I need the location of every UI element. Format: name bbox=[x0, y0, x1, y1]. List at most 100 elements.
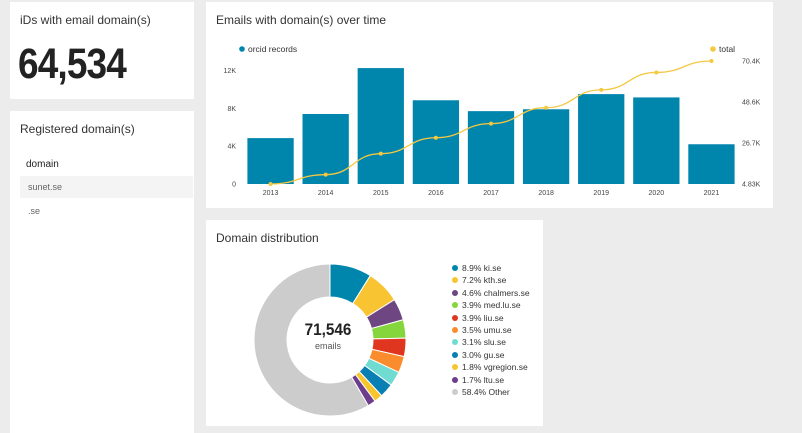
line-point[interactable] bbox=[433, 135, 438, 140]
legend-label: ki.se bbox=[481, 263, 502, 273]
legend-percent: 8.9% bbox=[462, 263, 482, 273]
legend-item[interactable]: 58.4% Other bbox=[452, 386, 530, 398]
legend-marker bbox=[452, 351, 458, 358]
legend-percent: 3.9% bbox=[462, 300, 482, 311]
registered-domains-card: Registered domain(s) domain sunet.se .se bbox=[10, 111, 194, 433]
kpi-value: 64,534 bbox=[18, 40, 127, 88]
legend-item[interactable]: 7.2% kth.se bbox=[452, 274, 530, 286]
line-point[interactable] bbox=[654, 70, 659, 75]
timeline-chart-title: Emails with domain(s) over time bbox=[216, 13, 387, 27]
donut-chart bbox=[253, 263, 407, 417]
donut-legend: 8.9% ki.se 7.2% kth.se 4.6% chalmers.se 3.9… bbox=[452, 262, 530, 398]
timeline-chart: 0 4K 8K 12K 4.83K 26.7K 48.6K 70.4K 2013 2014 2015… bbox=[224, 44, 761, 197]
legend-item[interactable]: 3.5% umu.se bbox=[452, 324, 530, 336]
legend-label: liu.se bbox=[481, 312, 504, 323]
y-left-tick-label: 0 bbox=[232, 182, 236, 189]
legend-percent: 4.6% bbox=[462, 287, 482, 298]
legend-marker bbox=[452, 277, 458, 284]
legend-percent: 1.7% bbox=[462, 374, 482, 385]
legend-percent: 3.0% bbox=[462, 349, 482, 360]
legend-label: gu.se bbox=[481, 349, 505, 360]
bar[interactable] bbox=[247, 138, 294, 184]
table-row[interactable]: .se bbox=[28, 206, 41, 216]
x-tick-label: 2019 bbox=[593, 190, 609, 197]
line-point[interactable] bbox=[709, 59, 714, 63]
legend-item[interactable]: 3.1% slu.se bbox=[452, 336, 530, 348]
legend-label: umu.se bbox=[481, 324, 512, 335]
timeline-chart-card: Emails with domain(s) over time 0 4K 8K 12K… bbox=[206, 2, 773, 208]
legend-label: vgregion.se bbox=[481, 362, 528, 373]
legend-percent: 3.9% bbox=[462, 312, 482, 323]
legend-percent: 58.4% bbox=[462, 386, 487, 397]
legend-marker bbox=[452, 364, 458, 371]
y-left-tick-label: 4K bbox=[227, 144, 236, 151]
legend-item[interactable]: 3.9% med.lu.se bbox=[452, 299, 530, 311]
legend-label: med.lu.se bbox=[481, 300, 521, 311]
table-row[interactable]: sunet.se bbox=[20, 176, 193, 198]
kpi-card: iDs with email domain(s) 64,534 bbox=[10, 2, 194, 99]
x-tick-label: 2016 bbox=[428, 190, 444, 197]
x-tick-label: 2017 bbox=[483, 190, 499, 197]
legend-label: slu.se bbox=[481, 337, 506, 348]
legend-label-total[interactable]: total bbox=[719, 44, 735, 54]
legend-percent: 7.2% bbox=[462, 275, 482, 286]
legend-label: Other bbox=[486, 386, 510, 397]
donut-total-value: 71,546 bbox=[304, 320, 352, 339]
legend-marker bbox=[452, 314, 458, 321]
donut-total-label: emails bbox=[314, 341, 341, 351]
x-tick-label: 2021 bbox=[704, 190, 720, 197]
y-left-tick-label: 12K bbox=[224, 68, 237, 75]
legend-percent: 1.8% bbox=[462, 362, 482, 373]
line-point[interactable] bbox=[378, 151, 383, 156]
legend-percent: 3.1% bbox=[462, 337, 482, 348]
y-right-tick-label: 48.6K bbox=[742, 99, 761, 106]
registered-domains-title: Registered domain(s) bbox=[20, 122, 135, 136]
legend-label: chalmers.se bbox=[481, 287, 530, 298]
legend-marker bbox=[452, 302, 458, 309]
distribution-chart-card: Domain distribution 71,546 emails 8.9% k… bbox=[206, 220, 543, 426]
x-tick-label: 2018 bbox=[538, 190, 554, 197]
line-point[interactable] bbox=[323, 172, 328, 177]
donut-slice[interactable] bbox=[253, 263, 369, 417]
bar[interactable] bbox=[357, 68, 404, 184]
legend-marker-total bbox=[710, 46, 716, 52]
legend-marker bbox=[452, 388, 458, 395]
bar[interactable] bbox=[633, 97, 680, 184]
x-tick-label: 2013 bbox=[263, 190, 279, 197]
legend-item[interactable]: 1.8% vgregion.se bbox=[452, 361, 530, 373]
legend-marker-orcid-records bbox=[239, 46, 245, 52]
bar[interactable] bbox=[688, 144, 735, 184]
bar[interactable] bbox=[578, 94, 625, 184]
line-point[interactable] bbox=[544, 105, 549, 110]
bar[interactable] bbox=[522, 109, 570, 184]
legend-label-orcid-records[interactable]: orcid records bbox=[248, 44, 297, 54]
legend-item[interactable]: 4.6% chalmers.se bbox=[452, 287, 530, 299]
legend-marker bbox=[452, 265, 458, 271]
line-point[interactable] bbox=[599, 87, 604, 92]
donut-center: 71,546 emails bbox=[288, 320, 368, 351]
y-left-tick-label: 8K bbox=[227, 106, 236, 113]
legend-item[interactable]: 1.7% ltu.se bbox=[452, 374, 530, 386]
legend-label: ltu.se bbox=[481, 374, 505, 385]
x-tick-label: 2020 bbox=[649, 190, 665, 197]
domain-column-header[interactable]: domain bbox=[26, 159, 59, 170]
x-tick-label: 2015 bbox=[373, 190, 389, 197]
y-right-tick-label: 26.7K bbox=[742, 140, 761, 147]
bar[interactable] bbox=[412, 100, 460, 184]
y-right-tick-label: 70.4K bbox=[742, 59, 761, 66]
kpi-title: iDs with email domain(s) bbox=[20, 13, 151, 27]
legend-item[interactable]: 3.9% liu.se bbox=[452, 312, 530, 324]
legend-item[interactable]: 8.9% ki.se bbox=[452, 262, 530, 274]
distribution-chart-title: Domain distribution bbox=[216, 231, 319, 245]
legend-label: kth.se bbox=[481, 275, 507, 286]
y-right-tick-label: 4.83K bbox=[742, 182, 761, 189]
x-tick-label: 2014 bbox=[318, 190, 334, 197]
legend-marker bbox=[452, 326, 458, 333]
legend-marker bbox=[452, 376, 458, 383]
legend-item[interactable]: 3.0% gu.se bbox=[452, 349, 530, 361]
line-point[interactable] bbox=[489, 121, 493, 126]
legend-percent: 3.5% bbox=[462, 324, 482, 335]
legend-marker bbox=[452, 339, 458, 346]
line-point[interactable] bbox=[268, 182, 273, 186]
legend-marker bbox=[452, 289, 458, 296]
